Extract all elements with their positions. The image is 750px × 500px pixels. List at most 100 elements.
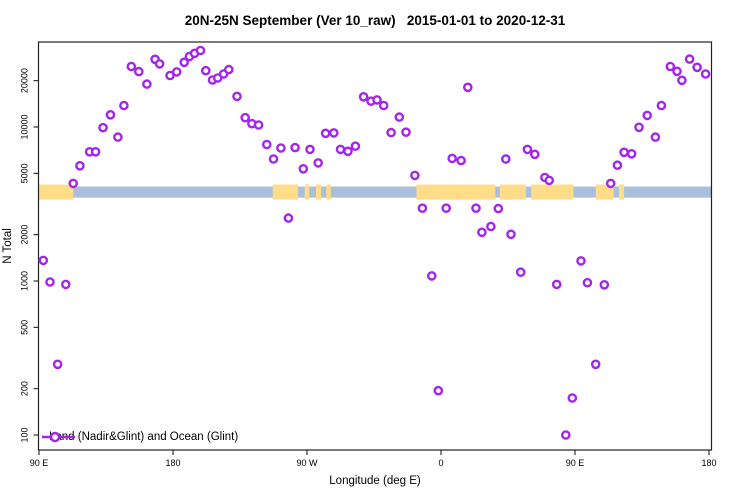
data-point xyxy=(394,112,405,122)
data-point xyxy=(417,203,428,213)
chart-title: 20N-25N September (Ver 10_raw) 2015-01-0… xyxy=(184,13,566,28)
data-point xyxy=(441,203,452,213)
data-point xyxy=(567,393,578,403)
data-point xyxy=(98,122,108,133)
data-point xyxy=(90,146,101,157)
y-tick-label: 200 xyxy=(19,381,29,396)
y-tick-label: 2000 xyxy=(19,225,29,245)
data-point xyxy=(372,95,382,105)
data-point xyxy=(105,110,116,120)
data-point xyxy=(386,127,396,138)
legend: Land (Nadir&Glint) and Ocean (Glint) xyxy=(41,429,238,445)
land-segment xyxy=(272,184,299,200)
data-point xyxy=(290,142,300,153)
y-axis-title: N Total xyxy=(2,228,14,264)
data-point xyxy=(634,122,644,133)
plot-border xyxy=(37,41,713,451)
data-point xyxy=(313,158,324,168)
data-point xyxy=(410,170,420,181)
data-point xyxy=(378,100,389,111)
data-point xyxy=(113,132,123,142)
data-point xyxy=(200,65,211,76)
data-point xyxy=(45,277,55,287)
data-point xyxy=(551,279,562,290)
data-point xyxy=(283,213,294,223)
data-point xyxy=(447,153,458,164)
data-point xyxy=(253,120,264,130)
land-segment xyxy=(618,184,625,200)
y-tick-label: 10000 xyxy=(19,114,29,139)
data-point xyxy=(471,203,481,213)
land-segment xyxy=(326,184,331,200)
data-point xyxy=(656,100,667,111)
data-point xyxy=(500,154,511,164)
data-point xyxy=(456,155,466,166)
data-point xyxy=(320,128,331,139)
map-strip xyxy=(38,184,712,200)
y-tick-label: 20000 xyxy=(19,68,29,93)
data-point xyxy=(261,139,272,150)
land-segment xyxy=(531,184,574,200)
land-segment xyxy=(39,184,74,200)
x-tick-label: 90 E xyxy=(566,458,585,468)
land-segment xyxy=(315,184,322,200)
data-point xyxy=(154,59,165,69)
data-point xyxy=(328,128,339,138)
data-point xyxy=(576,256,586,266)
data-point xyxy=(650,132,661,142)
data-point xyxy=(433,385,444,396)
data-point xyxy=(477,227,487,238)
data-point xyxy=(142,79,152,89)
data-point xyxy=(605,178,616,189)
data-point xyxy=(493,203,504,214)
y-tick-label: 500 xyxy=(19,320,29,335)
data-point xyxy=(240,112,250,123)
data-point xyxy=(268,154,279,164)
data-point xyxy=(38,255,49,266)
data-point xyxy=(612,160,623,170)
y-tick-label: 1000 xyxy=(19,271,29,291)
data-point xyxy=(335,144,346,155)
data-point xyxy=(582,277,593,288)
land-segment xyxy=(304,184,310,200)
data-point xyxy=(642,110,653,121)
data-point xyxy=(619,147,629,158)
x-tick-label: 180 xyxy=(701,458,716,468)
data-point xyxy=(401,127,411,137)
data-point xyxy=(75,160,85,171)
data-point xyxy=(426,271,437,281)
data-point xyxy=(350,141,361,151)
data-point xyxy=(171,67,182,77)
x-tick-label: 0 xyxy=(438,458,443,468)
data-point xyxy=(195,45,206,56)
data-point xyxy=(684,54,695,64)
data-point xyxy=(298,163,309,174)
data-point xyxy=(68,178,78,189)
data-point xyxy=(358,92,369,102)
data-point xyxy=(119,100,129,111)
data-point xyxy=(133,66,144,77)
data-point xyxy=(530,149,540,160)
data-point xyxy=(305,144,315,155)
data-point xyxy=(544,175,555,186)
legend-marker-icon xyxy=(42,431,75,443)
y-axis: 100 200 500 1000 2000 5000 10000 20000 xyxy=(19,68,39,443)
ocean-band xyxy=(38,186,712,198)
y-tick-label: 5000 xyxy=(19,163,29,183)
land-segment xyxy=(499,184,526,200)
data-point xyxy=(700,69,711,79)
data-point xyxy=(126,61,137,72)
data-point xyxy=(179,57,189,68)
data-point xyxy=(672,66,682,77)
x-tick-label: 90 E xyxy=(30,458,49,468)
x-axis-title: Longitude (deg E) xyxy=(329,475,421,487)
data-point xyxy=(599,279,610,290)
data-point xyxy=(515,267,526,278)
data-point xyxy=(665,61,676,72)
data-point xyxy=(692,62,702,73)
land-segment xyxy=(416,184,496,200)
x-tick-label: 90 W xyxy=(296,458,318,468)
data-point xyxy=(626,148,637,159)
